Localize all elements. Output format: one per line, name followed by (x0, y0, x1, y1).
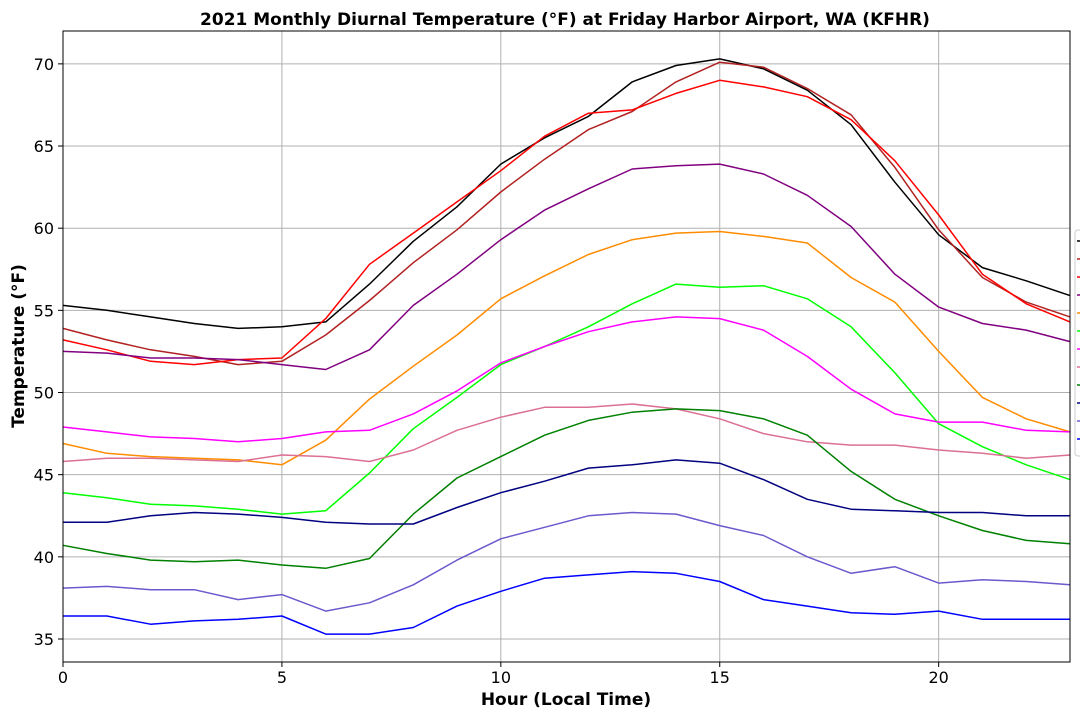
y-tick-label: 35 (34, 630, 54, 649)
series-line-12 (63, 570, 1070, 635)
y-tick-label: 50 (34, 384, 54, 403)
series-line-10 (63, 459, 1070, 525)
series-line-11 (62, 511, 1071, 612)
series-line-7 (62, 316, 1071, 443)
x-tick-label: 10 (491, 668, 511, 687)
x-tick-label: 0 (58, 668, 68, 687)
y-tick-label: 65 (34, 137, 54, 156)
series-line-4 (62, 163, 1071, 371)
y-tick-label: 40 (34, 548, 54, 567)
x-axis-ticks: 0 5 10 15 20 (58, 662, 949, 687)
legend-box (1074, 229, 1080, 457)
series-line-8 (62, 403, 1071, 463)
y-tick-label: 60 (34, 219, 54, 238)
series-line-9 (62, 408, 1071, 570)
series-line-2 (62, 61, 1071, 366)
series-line-6 (62, 283, 1071, 515)
y-tick-label: 45 (34, 466, 54, 485)
chart-title: 2021 Monthly Diurnal Temperature (°F) at… (200, 10, 930, 30)
x-axis-label: Hour (Local Time) (481, 690, 651, 710)
series-line-3 (62, 79, 1071, 366)
y-axis-label: Temperature (°F) (9, 264, 29, 428)
x-tick-label: 20 (928, 668, 948, 687)
y-tick-label: 55 (34, 301, 54, 320)
series-line-5 (62, 230, 1071, 466)
series-line-1 (62, 58, 1071, 330)
plot-frame (62, 30, 1071, 663)
x-tick-label: 15 (710, 668, 730, 687)
x-tick-label: 5 (277, 668, 287, 687)
y-axis-ticks: 35 40 45 50 55 60 65 70 (34, 55, 63, 649)
y-tick-label: 70 (34, 55, 54, 74)
legend-clipped (1074, 229, 1080, 457)
series-lines (62, 58, 1071, 635)
